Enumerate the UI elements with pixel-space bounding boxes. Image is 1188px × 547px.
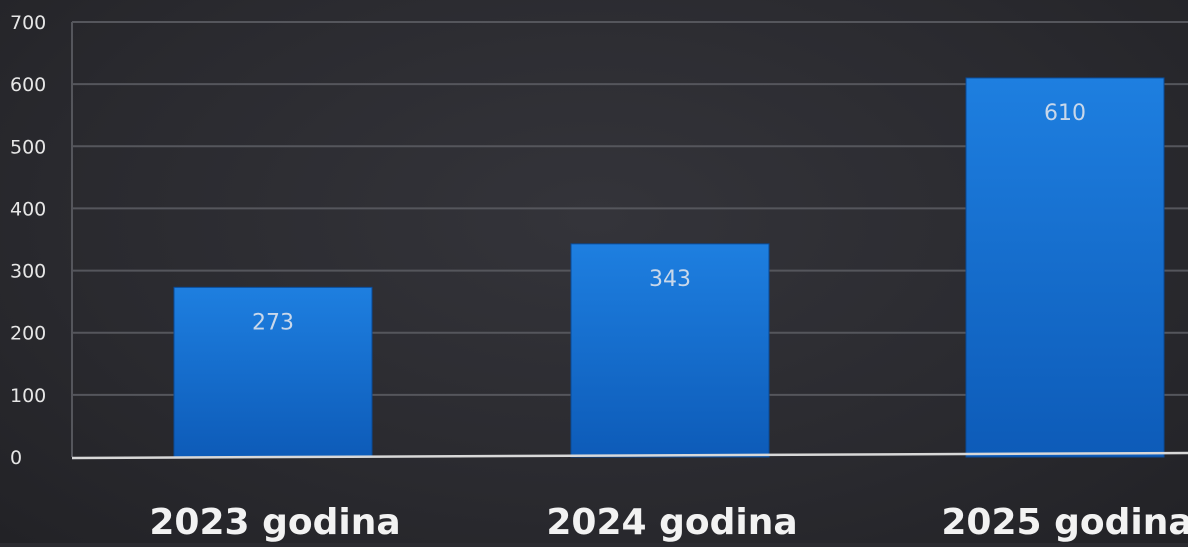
bars bbox=[173, 77, 1165, 458]
y-tick-label-0: 0 bbox=[10, 447, 22, 469]
y-tick-label-500: 500 bbox=[10, 136, 46, 158]
axes bbox=[71, 22, 1188, 460]
x-category-label-2: 2024 godina bbox=[546, 502, 797, 543]
y-tick-label-100: 100 bbox=[10, 385, 46, 407]
bar-2 bbox=[570, 243, 770, 458]
bar-3 bbox=[965, 77, 1165, 458]
data-label-3: 610 bbox=[1044, 101, 1086, 126]
labels: 0 100 200 300 400 500 600 700 273 2023 godina 343 2… bbox=[10, 12, 1188, 543]
x-category-label-3: 2025 godina bbox=[941, 502, 1188, 543]
x-axis-line bbox=[71, 451, 1188, 460]
y-tick-label-700: 700 bbox=[10, 12, 46, 34]
y-tick-label-200: 200 bbox=[10, 323, 46, 345]
data-label-2: 343 bbox=[649, 267, 691, 292]
x-category-label-1: 2023 godina bbox=[149, 502, 400, 543]
data-label-1: 273 bbox=[252, 310, 294, 335]
y-tick-label-400: 400 bbox=[10, 198, 46, 220]
y-tick-label-300: 300 bbox=[10, 261, 46, 283]
y-tick-label-600: 600 bbox=[10, 74, 46, 96]
